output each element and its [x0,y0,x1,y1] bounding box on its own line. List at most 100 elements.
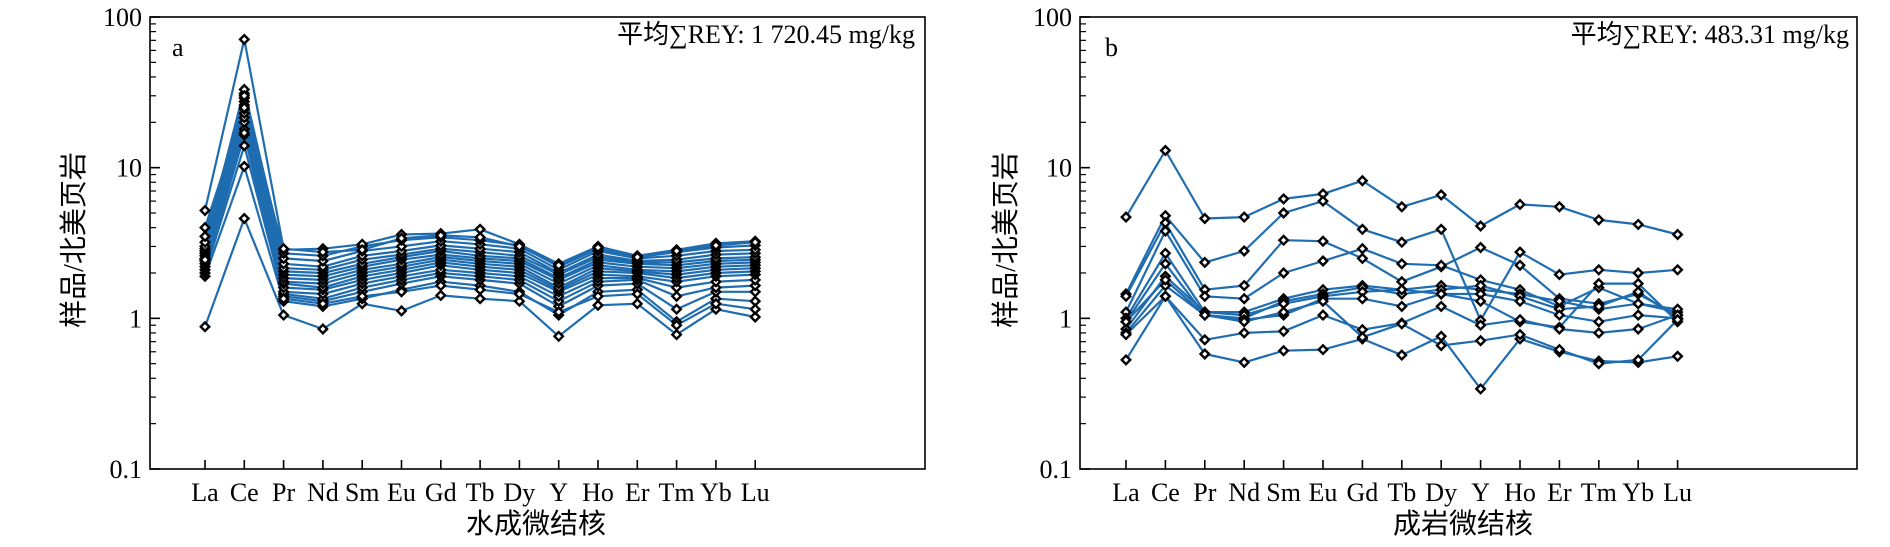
data-point [395,240,408,253]
data-point [1592,213,1605,226]
data-point [1277,325,1290,338]
data-point [670,328,683,341]
data-point [1395,236,1408,249]
data-point [199,253,211,266]
x-tick-label: Dy [1425,478,1457,507]
data-point [1277,234,1290,247]
data-point [1474,279,1487,292]
data-point [1356,292,1369,305]
data-point [631,297,644,310]
data-point [1277,344,1290,357]
data-point [1553,343,1566,356]
data-point [474,283,487,296]
data-point [552,259,565,272]
data-point [199,204,211,217]
x-axis-title-a: 水成微结核 [466,508,606,540]
data-point [316,246,329,259]
data-point [1632,277,1645,290]
data-point [1474,319,1487,332]
data-point [1553,200,1566,213]
data-point [1317,255,1329,267]
tick-group-a: 0.1 1 10 100 La Ce Pr Nd Sm Eu Gd Tb Dy Y Ho Er Tm Yb Lu [103,3,770,507]
x-tick-label: Y [549,478,568,507]
data-point [1553,309,1566,322]
x-tick-label: Tm [1581,478,1617,507]
data-point [513,295,526,308]
data-point [592,299,604,312]
data-point [395,285,408,298]
data-point [1514,295,1526,308]
data-point [238,126,251,139]
data-point [356,243,369,256]
data-point [749,236,762,249]
x-tick-label: La [1112,478,1140,507]
x-tick-label: Tb [1387,478,1416,507]
data-point [1238,292,1251,305]
data-point [1198,290,1211,303]
data-point [1514,313,1526,326]
x-tick-label: Lu [741,478,770,507]
data-point [1474,334,1487,347]
plot-frame-a [149,16,926,470]
y-tick-label: 10 [1046,154,1072,183]
data-point [1632,323,1645,335]
data-point [1238,356,1251,369]
data-point [1435,188,1448,201]
data-point [1395,275,1408,288]
data-point [749,311,762,323]
y-tick-label: 1 [129,304,142,333]
data-point [1632,285,1645,298]
x-tick-label: Dy [504,478,536,507]
data-point [1435,259,1448,272]
average-rey-label-a: 平均∑REY: 1 720.45 mg/kg [617,20,915,49]
x-tick-label: Tb [466,478,495,507]
data-point [434,279,447,292]
data-point [474,223,487,236]
data-point [1120,328,1132,341]
data-point [709,239,722,252]
data-point [513,240,526,253]
data-point [1435,223,1448,236]
data-point [1159,144,1172,157]
data-point [1159,273,1172,286]
y-tick-label: 1 [1059,304,1072,333]
data-point [277,242,290,255]
data-point [1395,349,1408,362]
data-point [1435,288,1448,300]
data-point [749,285,762,298]
data-point [1120,315,1132,328]
data-point [277,309,290,322]
x-tick-label: Gd [425,478,457,507]
data-point [1632,267,1645,279]
data-point [1277,192,1290,205]
data-point [1592,263,1605,276]
y-axis-title-b: 样品/北美页岩 [990,152,1022,328]
data-point [1632,218,1645,231]
data-point [1317,343,1329,356]
x-tick-label: Ho [582,478,614,507]
x-tick-label: Er [625,478,650,507]
x-tick-label: Ce [230,478,259,507]
data-point [238,33,251,46]
data-point [1120,211,1132,224]
data-point [1317,195,1329,208]
data-point [1395,200,1408,213]
data-point [552,306,565,319]
x-tick-label: Nd [1228,478,1260,507]
data-point [238,89,251,102]
x-tick-label: Nd [307,478,339,507]
data-point [670,319,683,332]
data-point [1592,357,1605,370]
x-tick-label: Tm [659,478,695,507]
x-tick-label: La [191,478,219,507]
data-point [1474,382,1487,395]
data-point [395,304,408,317]
data-point [1553,268,1566,281]
data-point [1159,216,1172,229]
data-point [1474,220,1487,232]
x-tick-label: Er [1547,478,1572,507]
data-point [1159,225,1172,237]
data-point [1474,241,1487,254]
data-point [592,290,604,303]
